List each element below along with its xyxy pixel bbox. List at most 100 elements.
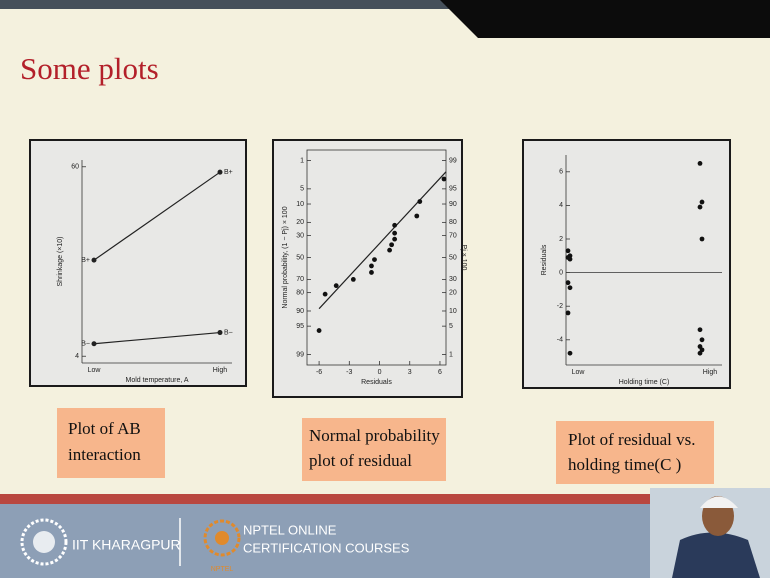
x-tick-label: -3 [346, 369, 352, 376]
caption: Normal probability [309, 426, 440, 445]
x-tick-label: 0 [378, 369, 382, 376]
page: Some plots Plot of AB interaction Normal… [0, 0, 770, 578]
x-tick-label: 6 [438, 369, 442, 376]
y2-axis-label: Pj × 100 [460, 245, 467, 271]
point [700, 337, 705, 342]
y-tick-label: 4 [75, 353, 79, 360]
nptel-line: NPTEL ONLINE [243, 522, 337, 537]
y-axis-label: Normal probability, (1 − Pj) × 100 [282, 206, 289, 308]
top-band [440, 0, 770, 38]
x-tick-label: -6 [316, 369, 322, 376]
y-tick-label: 60 [71, 164, 79, 171]
y2-tick-label: 1 [449, 351, 453, 358]
point [392, 231, 397, 236]
chart-frame [523, 140, 730, 388]
point [566, 248, 571, 253]
y-axis-label: Residuals [541, 244, 548, 275]
point [442, 177, 447, 182]
y2-tick-label: 30 [449, 276, 457, 283]
y-tick-label: -2 [557, 303, 563, 310]
x-tick-label: 3 [408, 369, 412, 376]
point [334, 283, 339, 288]
point [700, 200, 705, 205]
point [369, 270, 374, 275]
point [568, 285, 573, 290]
y-tick-label: 70 [296, 276, 304, 283]
point-label: B+ [224, 169, 233, 176]
point [568, 351, 573, 356]
point [218, 170, 223, 175]
caption: holding time(C ) [568, 455, 681, 474]
x-axis-label: Residuals [361, 379, 392, 386]
caption: Plot of AB [68, 419, 141, 438]
point [698, 205, 703, 210]
chart: 1510203050708090959999959080705030201051… [273, 140, 467, 397]
y2-tick-label: 99 [449, 157, 457, 164]
y-tick-label: 20 [296, 219, 304, 226]
caption: Plot of residual vs. [568, 430, 696, 449]
point [568, 257, 573, 262]
point [351, 277, 356, 282]
point [92, 258, 97, 263]
y-tick-label: 2 [559, 236, 563, 243]
point [414, 214, 419, 219]
point [387, 248, 392, 253]
point [369, 264, 374, 269]
point [392, 223, 397, 228]
point [392, 237, 397, 242]
point [317, 328, 322, 333]
institute-name: IIT KHARAGPUR [72, 537, 181, 553]
point-label: B− [81, 341, 90, 348]
iit-logo [33, 531, 55, 553]
point-label: B− [224, 329, 233, 336]
y-tick-label: 10 [296, 201, 304, 208]
y2-tick-label: 20 [449, 289, 457, 296]
top-strip [0, 0, 450, 9]
slide-title: Some plots [20, 51, 159, 86]
y-tick-label: 50 [296, 254, 304, 261]
chart-frame [273, 140, 462, 397]
point [417, 199, 422, 204]
y2-tick-label: 50 [449, 254, 457, 261]
x-tick-label: High [213, 367, 228, 374]
slide: Some plots Plot of AB interaction Normal… [0, 0, 770, 578]
y-tick-label: 6 [559, 169, 563, 176]
point [698, 161, 703, 166]
point [698, 327, 703, 332]
x-tick-label: Low [88, 367, 102, 374]
y-tick-label: 30 [296, 232, 304, 239]
y-tick-label: 99 [296, 351, 304, 358]
point [323, 292, 328, 297]
y-tick-label: 4 [559, 202, 563, 209]
nptel-logo [215, 531, 229, 545]
point [700, 237, 705, 242]
point-label: B+ [81, 257, 90, 264]
y-tick-label: 0 [559, 269, 563, 276]
y-tick-label: 1 [300, 157, 304, 164]
x-tick-label: High [703, 369, 718, 376]
point [389, 242, 394, 247]
point [566, 280, 571, 285]
x-axis-label: Holding time (C) [619, 379, 670, 386]
y2-tick-label: 10 [449, 308, 457, 315]
y-tick-label: 80 [296, 289, 304, 296]
y-tick-label: 5 [300, 186, 304, 193]
nptel-logo-text: NPTEL [211, 566, 234, 573]
caption: interaction [68, 445, 141, 464]
y-tick-label: 90 [296, 308, 304, 315]
y-axis-label: Shrinkage (×10) [57, 236, 64, 286]
point [698, 351, 703, 356]
chart: 4 60 Low High Mold temperature, A Shrinkage (… [30, 140, 246, 386]
nptel-line: CERTIFICATION COURSES [243, 540, 410, 555]
x-tick-label: Low [572, 369, 586, 376]
y2-tick-label: 80 [449, 219, 457, 226]
y2-tick-label: 90 [449, 201, 457, 208]
y2-tick-label: 5 [449, 323, 453, 330]
point [372, 257, 377, 262]
caption: plot of residual [309, 451, 412, 470]
x-axis-label: Mold temperature, A [125, 377, 188, 384]
point [566, 311, 571, 316]
presenter-video [650, 488, 770, 578]
point [218, 330, 223, 335]
